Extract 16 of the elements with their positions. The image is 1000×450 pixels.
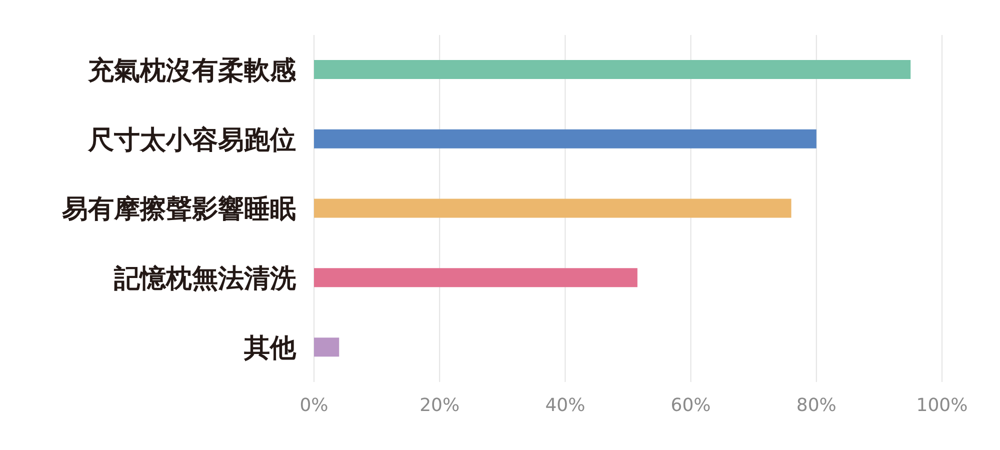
bar bbox=[314, 129, 816, 148]
y-tick-label: 充氣枕沒有柔軟感 bbox=[87, 56, 297, 86]
y-tick-label: 其他 bbox=[243, 334, 297, 364]
y-tick-label: 記憶枕無法清洗 bbox=[113, 264, 297, 294]
x-tick-label: 100% bbox=[916, 394, 968, 416]
bar bbox=[314, 60, 911, 79]
y-tick-label: 易有摩擦聲影響睡眠 bbox=[61, 194, 296, 225]
x-tick-label: 60% bbox=[670, 394, 711, 416]
bar bbox=[314, 198, 792, 218]
x-tick-label: 40% bbox=[545, 394, 586, 416]
x-tick-label: 20% bbox=[420, 394, 460, 416]
bar bbox=[314, 268, 638, 288]
y-tick-label: 尺寸太小容易跑位 bbox=[87, 125, 296, 156]
x-tick-label: 80% bbox=[796, 394, 836, 416]
bar bbox=[314, 338, 340, 357]
x-tick-label: 0% bbox=[300, 394, 328, 416]
